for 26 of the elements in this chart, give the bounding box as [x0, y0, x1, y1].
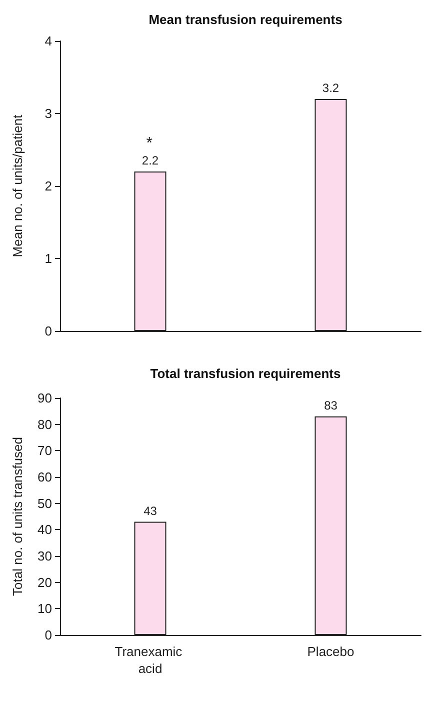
y-tick-label: 40 — [38, 522, 52, 538]
y-tick-label: 20 — [38, 574, 52, 590]
y-tick-label: 90 — [38, 390, 52, 406]
y-tick-label: 50 — [38, 496, 52, 511]
y-tick-label: 30 — [38, 548, 52, 564]
chart-title: Total transfusion requirements — [150, 366, 341, 381]
y-axis-title: Total no. of units transfused — [10, 437, 25, 596]
annotation: * — [146, 135, 152, 152]
y-tick-label: 10 — [38, 601, 52, 616]
chart-title: Mean transfusion requirements — [148, 12, 342, 27]
y-tick-label: 1 — [44, 251, 52, 266]
y-tick-label: 80 — [38, 416, 52, 432]
y-tick-label: 70 — [38, 443, 52, 458]
y-tick-label: 0 — [44, 324, 52, 338]
x-tick-label: Tranexamic acid — [114, 644, 186, 676]
y-axis-title: Mean no. of units/patient — [10, 114, 25, 258]
data-label: 83 — [324, 398, 338, 412]
y-tick-label: 60 — [38, 470, 52, 484]
data-label: 43 — [144, 504, 158, 518]
x-tick-label: Placebo — [307, 644, 354, 659]
y-tick-label: 4 — [44, 34, 52, 48]
y-tick-label: 0 — [44, 628, 52, 642]
data-label: 3.2 — [322, 81, 340, 95]
data-label: 2.2 — [142, 154, 159, 168]
y-tick-label: 2 — [44, 178, 52, 194]
y-tick-label: 3 — [44, 106, 52, 121]
